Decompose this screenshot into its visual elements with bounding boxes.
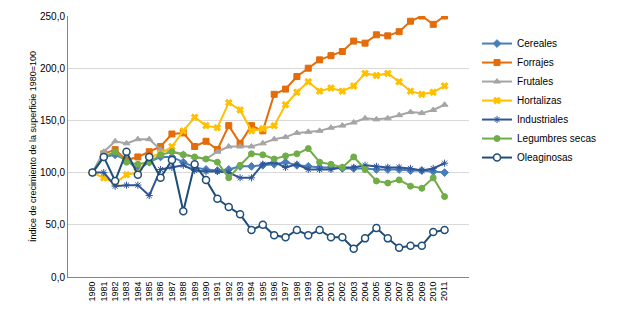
svg-text:1988: 1988 bbox=[178, 282, 188, 302]
svg-text:1985: 1985 bbox=[144, 282, 154, 302]
svg-text:Legumbres secas: Legumbres secas bbox=[517, 133, 596, 144]
svg-text:150,0: 150,0 bbox=[40, 115, 65, 126]
svg-text:Frutales: Frutales bbox=[517, 76, 553, 87]
svg-text:1998: 1998 bbox=[292, 282, 302, 302]
svg-text:2010: 2010 bbox=[428, 282, 438, 302]
svg-text:2003: 2003 bbox=[349, 282, 359, 302]
svg-text:1984: 1984 bbox=[133, 282, 143, 302]
svg-text:0,0: 0,0 bbox=[51, 272, 65, 283]
svg-text:1986: 1986 bbox=[156, 282, 166, 302]
svg-text:1981: 1981 bbox=[99, 282, 109, 302]
svg-text:Índice de crecimiento de la su: Índice de crecimiento de la superficie 1… bbox=[28, 51, 38, 242]
svg-text:Cereales: Cereales bbox=[517, 38, 557, 49]
svg-text:2007: 2007 bbox=[394, 282, 404, 302]
svg-text:200,0: 200,0 bbox=[40, 63, 65, 74]
svg-text:2002: 2002 bbox=[337, 282, 347, 302]
svg-text:Hortalizas: Hortalizas bbox=[517, 95, 561, 106]
svg-text:Forrajes: Forrajes bbox=[517, 57, 554, 68]
svg-text:50,0: 50,0 bbox=[46, 219, 66, 230]
svg-text:100,0: 100,0 bbox=[40, 167, 65, 178]
svg-text:1989: 1989 bbox=[190, 282, 200, 302]
svg-text:2000: 2000 bbox=[315, 282, 325, 302]
svg-text:Industriales: Industriales bbox=[517, 114, 568, 125]
svg-text:1993: 1993 bbox=[235, 282, 245, 302]
svg-text:2004: 2004 bbox=[360, 282, 370, 302]
svg-text:1983: 1983 bbox=[121, 282, 131, 302]
svg-text:1992: 1992 bbox=[224, 282, 234, 302]
svg-text:1980: 1980 bbox=[87, 282, 97, 302]
svg-text:1995: 1995 bbox=[258, 282, 268, 302]
svg-text:1990: 1990 bbox=[201, 282, 211, 302]
svg-text:2011: 2011 bbox=[440, 282, 450, 301]
svg-text:1991: 1991 bbox=[212, 282, 222, 302]
svg-text:Oleaginosas: Oleaginosas bbox=[517, 152, 573, 163]
svg-text:1996: 1996 bbox=[269, 282, 279, 302]
svg-text:250,0: 250,0 bbox=[40, 11, 65, 22]
svg-text:1999: 1999 bbox=[303, 282, 313, 302]
svg-text:2001: 2001 bbox=[326, 282, 336, 302]
svg-text:2008: 2008 bbox=[405, 282, 415, 302]
svg-text:1997: 1997 bbox=[280, 282, 290, 302]
svg-text:2005: 2005 bbox=[371, 282, 381, 302]
svg-text:1994: 1994 bbox=[246, 282, 256, 302]
svg-text:2006: 2006 bbox=[383, 282, 393, 302]
svg-text:1987: 1987 bbox=[167, 282, 177, 302]
svg-text:2009: 2009 bbox=[417, 282, 427, 302]
svg-text:1982: 1982 bbox=[110, 282, 120, 302]
